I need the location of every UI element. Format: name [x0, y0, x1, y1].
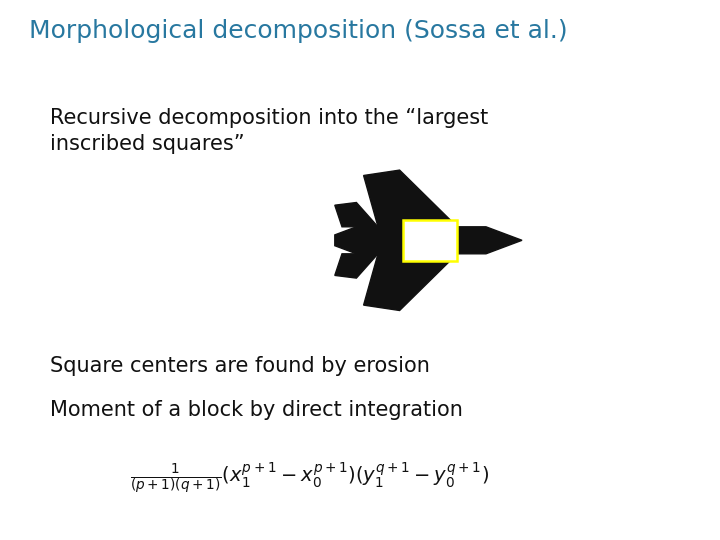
Polygon shape [335, 254, 378, 278]
Text: Recursive decomposition into the “largest
inscribed squares”: Recursive decomposition into the “larges… [50, 108, 489, 154]
Polygon shape [364, 254, 457, 310]
Text: Morphological decomposition (Sossa et al.): Morphological decomposition (Sossa et al… [29, 19, 567, 43]
Polygon shape [335, 227, 522, 254]
Text: Square centers are found by erosion: Square centers are found by erosion [50, 356, 431, 376]
Bar [410, 215, 426, 227]
Text: Moment of a block by direct integration: Moment of a block by direct integration [50, 400, 463, 420]
Polygon shape [364, 170, 457, 227]
Polygon shape [335, 202, 378, 227]
Bar [410, 254, 426, 266]
Text: $\frac{1}{(p+1)(q+1)}(x_1^{p+1} - x_0^{p+1})(y_1^{q+1} - y_0^{q+1})$: $\frac{1}{(p+1)(q+1)}(x_1^{p+1} - x_0^{p… [130, 460, 489, 496]
Bar [403, 220, 457, 260]
